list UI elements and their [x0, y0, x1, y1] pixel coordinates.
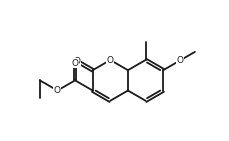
Text: O: O	[107, 56, 114, 65]
Text: O: O	[176, 56, 183, 65]
Text: O: O	[73, 57, 80, 66]
Text: O: O	[72, 59, 79, 68]
Text: O: O	[54, 86, 61, 95]
